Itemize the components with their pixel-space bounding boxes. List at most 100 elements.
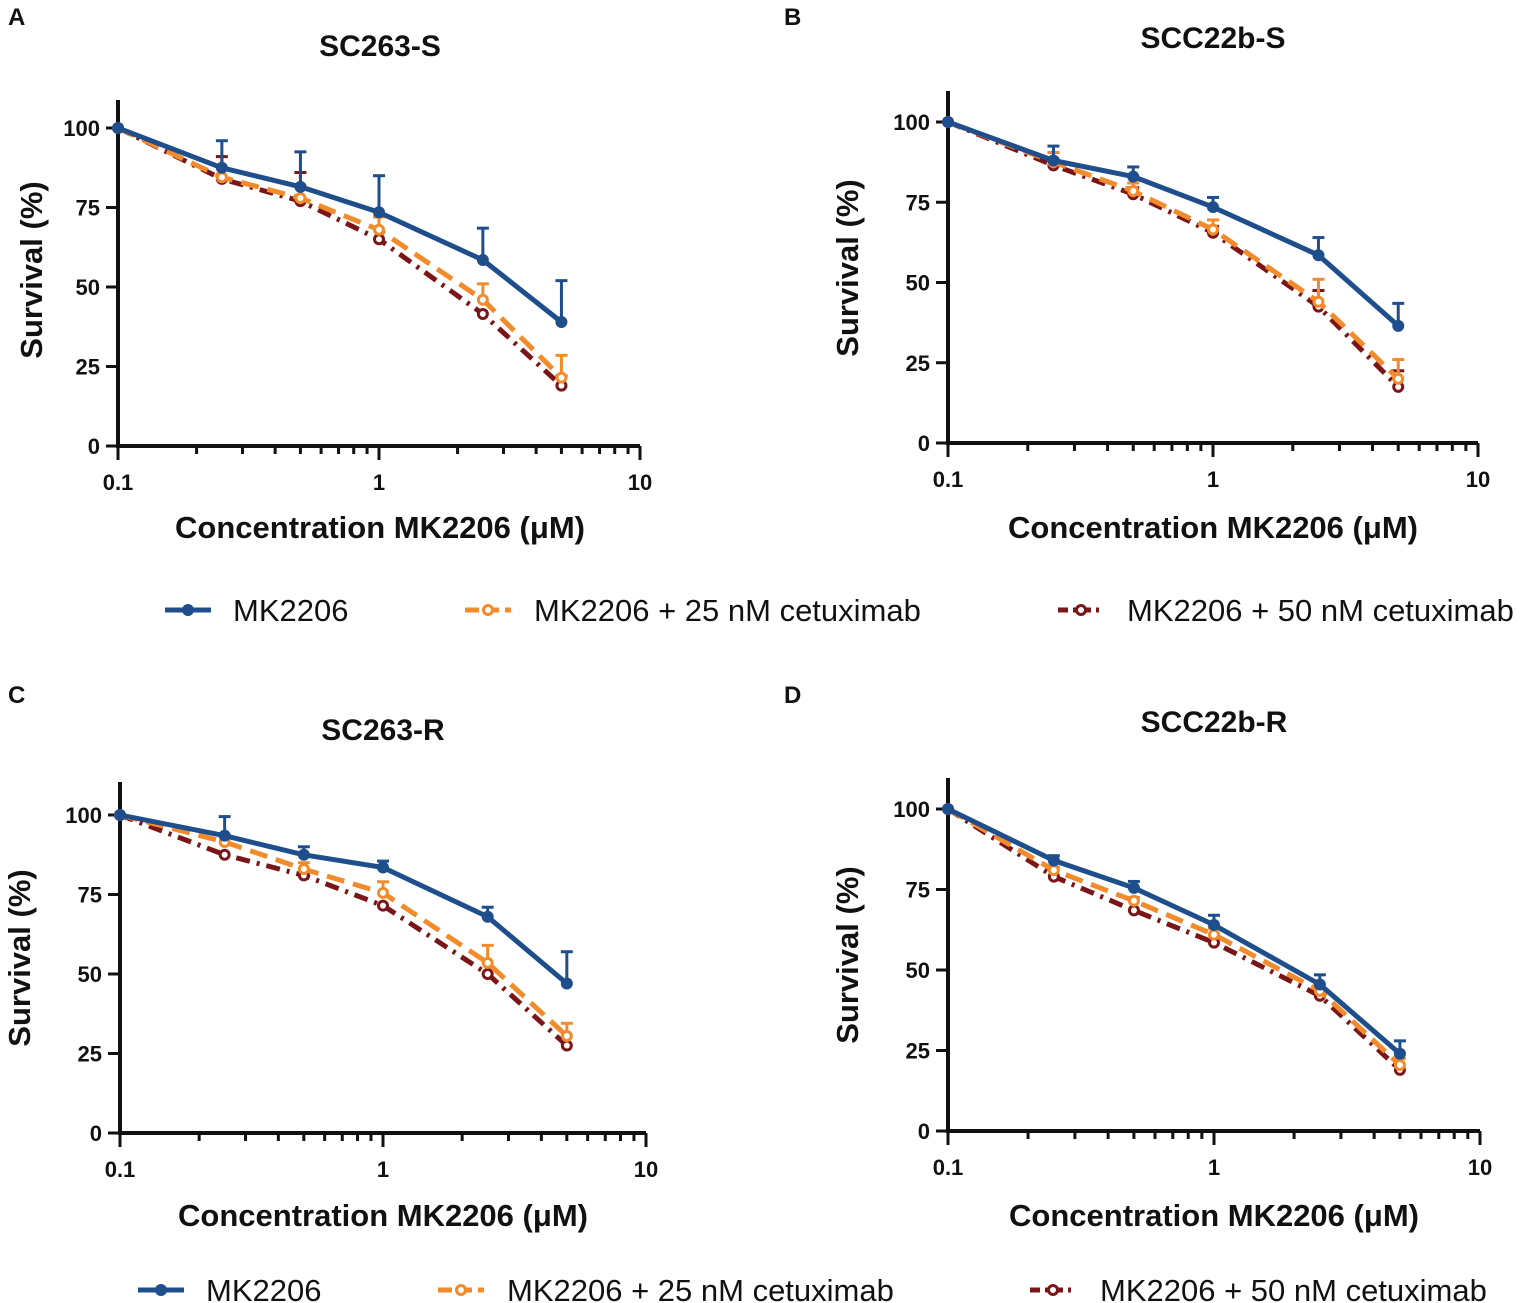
series-1 — [114, 809, 573, 990]
y-tick-label: 100 — [893, 797, 930, 822]
series-line — [119, 812, 569, 1038]
y-tick-label: 0 — [918, 1119, 930, 1144]
x-axis-title: Concentration MK2206 (μM) — [1009, 1198, 1419, 1233]
y-tick-label: 0 — [918, 431, 930, 456]
data-point — [1207, 201, 1219, 214]
legend-label: MK2206 — [233, 593, 348, 628]
data-point — [1047, 854, 1060, 867]
series-line — [116, 125, 564, 388]
legend-label: MK2206 + 50 nM cetuximab — [1100, 1273, 1487, 1303]
data-point — [373, 206, 385, 219]
series-2 — [942, 803, 1406, 1071]
series-line — [946, 806, 1402, 1072]
y-tick-label: 0 — [90, 1121, 102, 1146]
legend-item: MK2206 + 25 nM cetuximab — [465, 593, 921, 628]
panel-letter: C — [8, 682, 25, 709]
panel-letter: A — [8, 4, 25, 31]
y-axis-title: Survival (%) — [830, 179, 865, 356]
legend-label: MK2206 + 50 nM cetuximab — [1127, 593, 1514, 628]
data-point — [373, 223, 385, 236]
data-point — [1127, 185, 1140, 198]
data-point — [218, 848, 231, 861]
series-2 — [942, 116, 1405, 385]
y-axis-title: Survival (%) — [2, 869, 37, 1046]
data-point — [1207, 223, 1219, 236]
y-tick-label: 50 — [78, 962, 102, 987]
data-point — [218, 829, 231, 842]
data-point — [1208, 928, 1220, 941]
legend-label: MK2206 + 25 nM cetuximab — [534, 593, 921, 628]
data-point — [1208, 918, 1220, 931]
x-axis-title: Concentration MK2206 (μM) — [175, 510, 585, 545]
legend-item: MK2206 + 50 nM cetuximab — [1030, 1273, 1487, 1303]
data-point — [1392, 372, 1405, 385]
series-line — [119, 812, 569, 986]
x-tick-label: 1 — [1207, 467, 1219, 492]
data-point — [942, 116, 954, 128]
series-1 — [942, 803, 1406, 1060]
chart-panel-a: A SC263-S 0 25 50 75 100 0.1 1 10 Concentration MK… — [8, 4, 652, 545]
y-tick-label: 25 — [906, 351, 930, 376]
series-3 — [942, 803, 1406, 1076]
data-point — [1127, 170, 1140, 183]
data-point — [294, 180, 307, 193]
data-point — [555, 371, 568, 384]
data-point — [1127, 904, 1140, 917]
panel-letter: D — [784, 682, 801, 709]
legend-item: MK2206 + 25 nM cetuximab — [438, 1273, 894, 1303]
x-axis-title: Concentration MK2206 (μM) — [1008, 510, 1418, 545]
series-1 — [942, 116, 1405, 332]
x-tick-label: 10 — [634, 1157, 658, 1182]
y-axis-title: Survival (%) — [14, 181, 49, 358]
legend-item: MK2206 — [165, 593, 348, 628]
chart-title: SCC22b-R — [1141, 706, 1288, 739]
y-tick-label: 50 — [906, 958, 930, 983]
data-point — [377, 886, 389, 899]
data-point — [373, 233, 385, 246]
data-point — [1127, 881, 1140, 894]
legend-marker — [1047, 1284, 1059, 1296]
x-tick-label: 1 — [377, 1157, 389, 1182]
data-point — [1313, 978, 1326, 991]
y-tick-label: 100 — [893, 110, 930, 135]
legend-item: MK2206 — [138, 1273, 321, 1303]
x-tick-label: 10 — [628, 470, 652, 495]
data-point — [481, 910, 494, 923]
data-point — [481, 956, 494, 969]
data-point — [1312, 295, 1325, 308]
chart-panel-c: C SC263-R 0 25 50 75 100 0.1 1 10 Concentration MK… — [2, 682, 658, 1233]
data-point — [1127, 894, 1140, 907]
data-point — [1393, 1058, 1406, 1071]
series-line — [119, 812, 569, 1048]
x-tick-label: 1 — [373, 470, 385, 495]
y-tick-label: 0 — [88, 434, 100, 459]
series-line — [947, 119, 1400, 381]
y-tick-label: 25 — [76, 355, 100, 380]
chart-title: SC263-S — [319, 30, 441, 63]
legend-label: MK2206 + 25 nM cetuximab — [507, 1273, 894, 1303]
y-tick-label: 100 — [65, 803, 102, 828]
chart-title: SC263-R — [321, 714, 445, 747]
data-point — [294, 191, 307, 204]
data-point — [1392, 319, 1405, 332]
y-tick-label: 25 — [78, 1042, 102, 1067]
series-line — [946, 806, 1402, 1067]
data-point — [215, 161, 228, 174]
data-point — [1047, 864, 1060, 877]
y-tick-label: 75 — [78, 883, 102, 908]
data-point — [555, 315, 568, 328]
data-point — [297, 863, 310, 876]
data-point — [377, 899, 389, 912]
y-tick-label: 75 — [906, 878, 930, 903]
series-line — [947, 119, 1400, 389]
series-2 — [112, 122, 568, 384]
chart-panel-b: B SCC22b-S 0 25 50 75 100 0.1 1 10 Concentration M… — [784, 4, 1490, 545]
series-3 — [942, 116, 1405, 393]
y-tick-label: 75 — [76, 196, 100, 221]
legend-marker — [182, 604, 194, 616]
data-point — [476, 253, 489, 266]
x-tick-label: 10 — [1466, 467, 1490, 492]
x-tick-label: 0.1 — [933, 467, 964, 492]
x-tick-label: 0.1 — [103, 470, 134, 495]
